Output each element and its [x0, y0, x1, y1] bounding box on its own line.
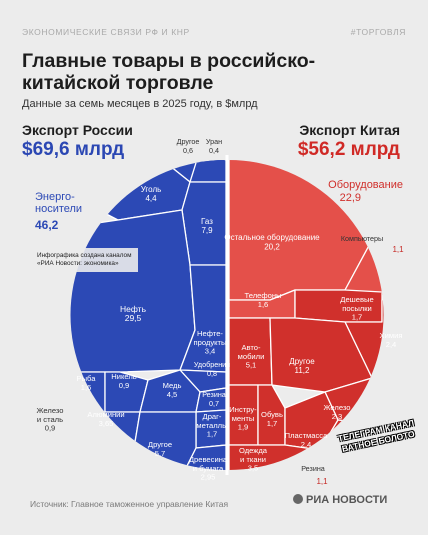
ru-label-fish: Рыба 1,6	[77, 374, 97, 392]
ru-group-energy-value: 46,2	[35, 218, 59, 232]
ru-label-gas: Газ 7,9	[201, 217, 213, 235]
cn-label-cheap-parcels: Дешевые посылки 1,7	[340, 295, 373, 322]
russia-export-label: Экспорт России	[22, 122, 133, 138]
source-note: Источник: Главное таможенное управление …	[30, 499, 229, 509]
ru-label-oil-products: Нефте-продукты 3,4	[194, 329, 227, 356]
cn-group-equipment-value: 22,9	[340, 192, 361, 204]
ru-label-other: Другое 5,7	[148, 440, 172, 458]
ru-label-wood-paper: Древесина и бумага 2,95	[189, 455, 228, 482]
ria-logo: РИА НОВОСТИ	[293, 494, 387, 506]
cn-label-rubber: Резина	[301, 464, 325, 473]
ru-label-aluminium: Алюминий 3,65	[87, 410, 124, 428]
russia-cell-Резина	[195, 387, 226, 413]
hashtag: #ТОРГОВЛЯ	[350, 27, 406, 37]
russia-cell-Уран	[189, 160, 226, 183]
cn-label-tools: Инстру-менты 1,9	[229, 405, 257, 432]
russia-cell-Нефть	[70, 209, 196, 373]
cn-label-other-equipment: Остальное оборудование 20,2	[224, 233, 320, 252]
ru-label-fertilizer: Удобрения 0,8	[194, 360, 230, 378]
ru-label-iron-steel: Железо и сталь 0,9	[37, 406, 64, 433]
russia-export-value: $69,6 млрд	[22, 139, 125, 160]
ru-label-precious-metals: Драг-металлы 1,7	[196, 412, 227, 439]
chart-title: Главные товары в российско-китайской тор…	[22, 50, 316, 94]
section-tag: ЭКОНОМИЧЕСКИЕ СВЯЗИ РФ И КНР	[22, 27, 190, 37]
cn-label-computers: Компьютеры	[341, 234, 383, 243]
china-export-label: Экспорт Китая	[299, 122, 400, 138]
cn-label-chemicals: Химия 2,4	[380, 331, 403, 349]
ru-label-copper: Медь 4,5	[163, 381, 182, 399]
ru-group-energy-label: Энерго-носители	[35, 191, 82, 215]
ru-label-rubber: Резина 0,7	[202, 390, 226, 408]
ru-label-oil: Нефть 29,5	[120, 304, 147, 323]
chart-subtitle: Данные за семь месяцев в 2025 году, в $м…	[22, 98, 258, 110]
cn-label-cars: Авто-мобили 5,1	[238, 343, 265, 370]
cn-label-iron: Железо 2,3	[324, 403, 351, 421]
china-export-value: $56,2 млрд	[297, 139, 400, 160]
ru-label-coal: Уголь 4,4	[141, 185, 162, 203]
cn-label-plastic: Пластмасса 2,4	[285, 431, 328, 449]
ria-logo-text: РИА НОВОСТИ	[306, 494, 388, 506]
cn-label-phones: Телефоны 1,6	[245, 291, 282, 309]
ru-label-uranium: Уран 0,4	[206, 137, 222, 155]
cn-label-other: Другое 11,2	[289, 357, 315, 375]
ria-logo-icon	[293, 494, 303, 504]
china-cell-Остальное оборудование	[228, 160, 373, 301]
ru-label-other-energy: Другое 0,6	[177, 137, 200, 155]
cn-label-rubber-value: 1,1	[316, 477, 328, 486]
cn-label-shoes: Обувь 1,7	[261, 410, 283, 428]
cn-label-clothes: Одежда и ткани 3,5	[239, 446, 268, 473]
cn-label-computers-value: 1,1	[392, 245, 404, 254]
ru-label-nickel: Никель 0,9	[111, 372, 137, 390]
infographic-note: Инфографика создана каналом «РИА Новости:…	[37, 252, 131, 267]
note-box	[34, 248, 138, 272]
cn-group-equipment-label: Оборудование	[328, 179, 403, 191]
